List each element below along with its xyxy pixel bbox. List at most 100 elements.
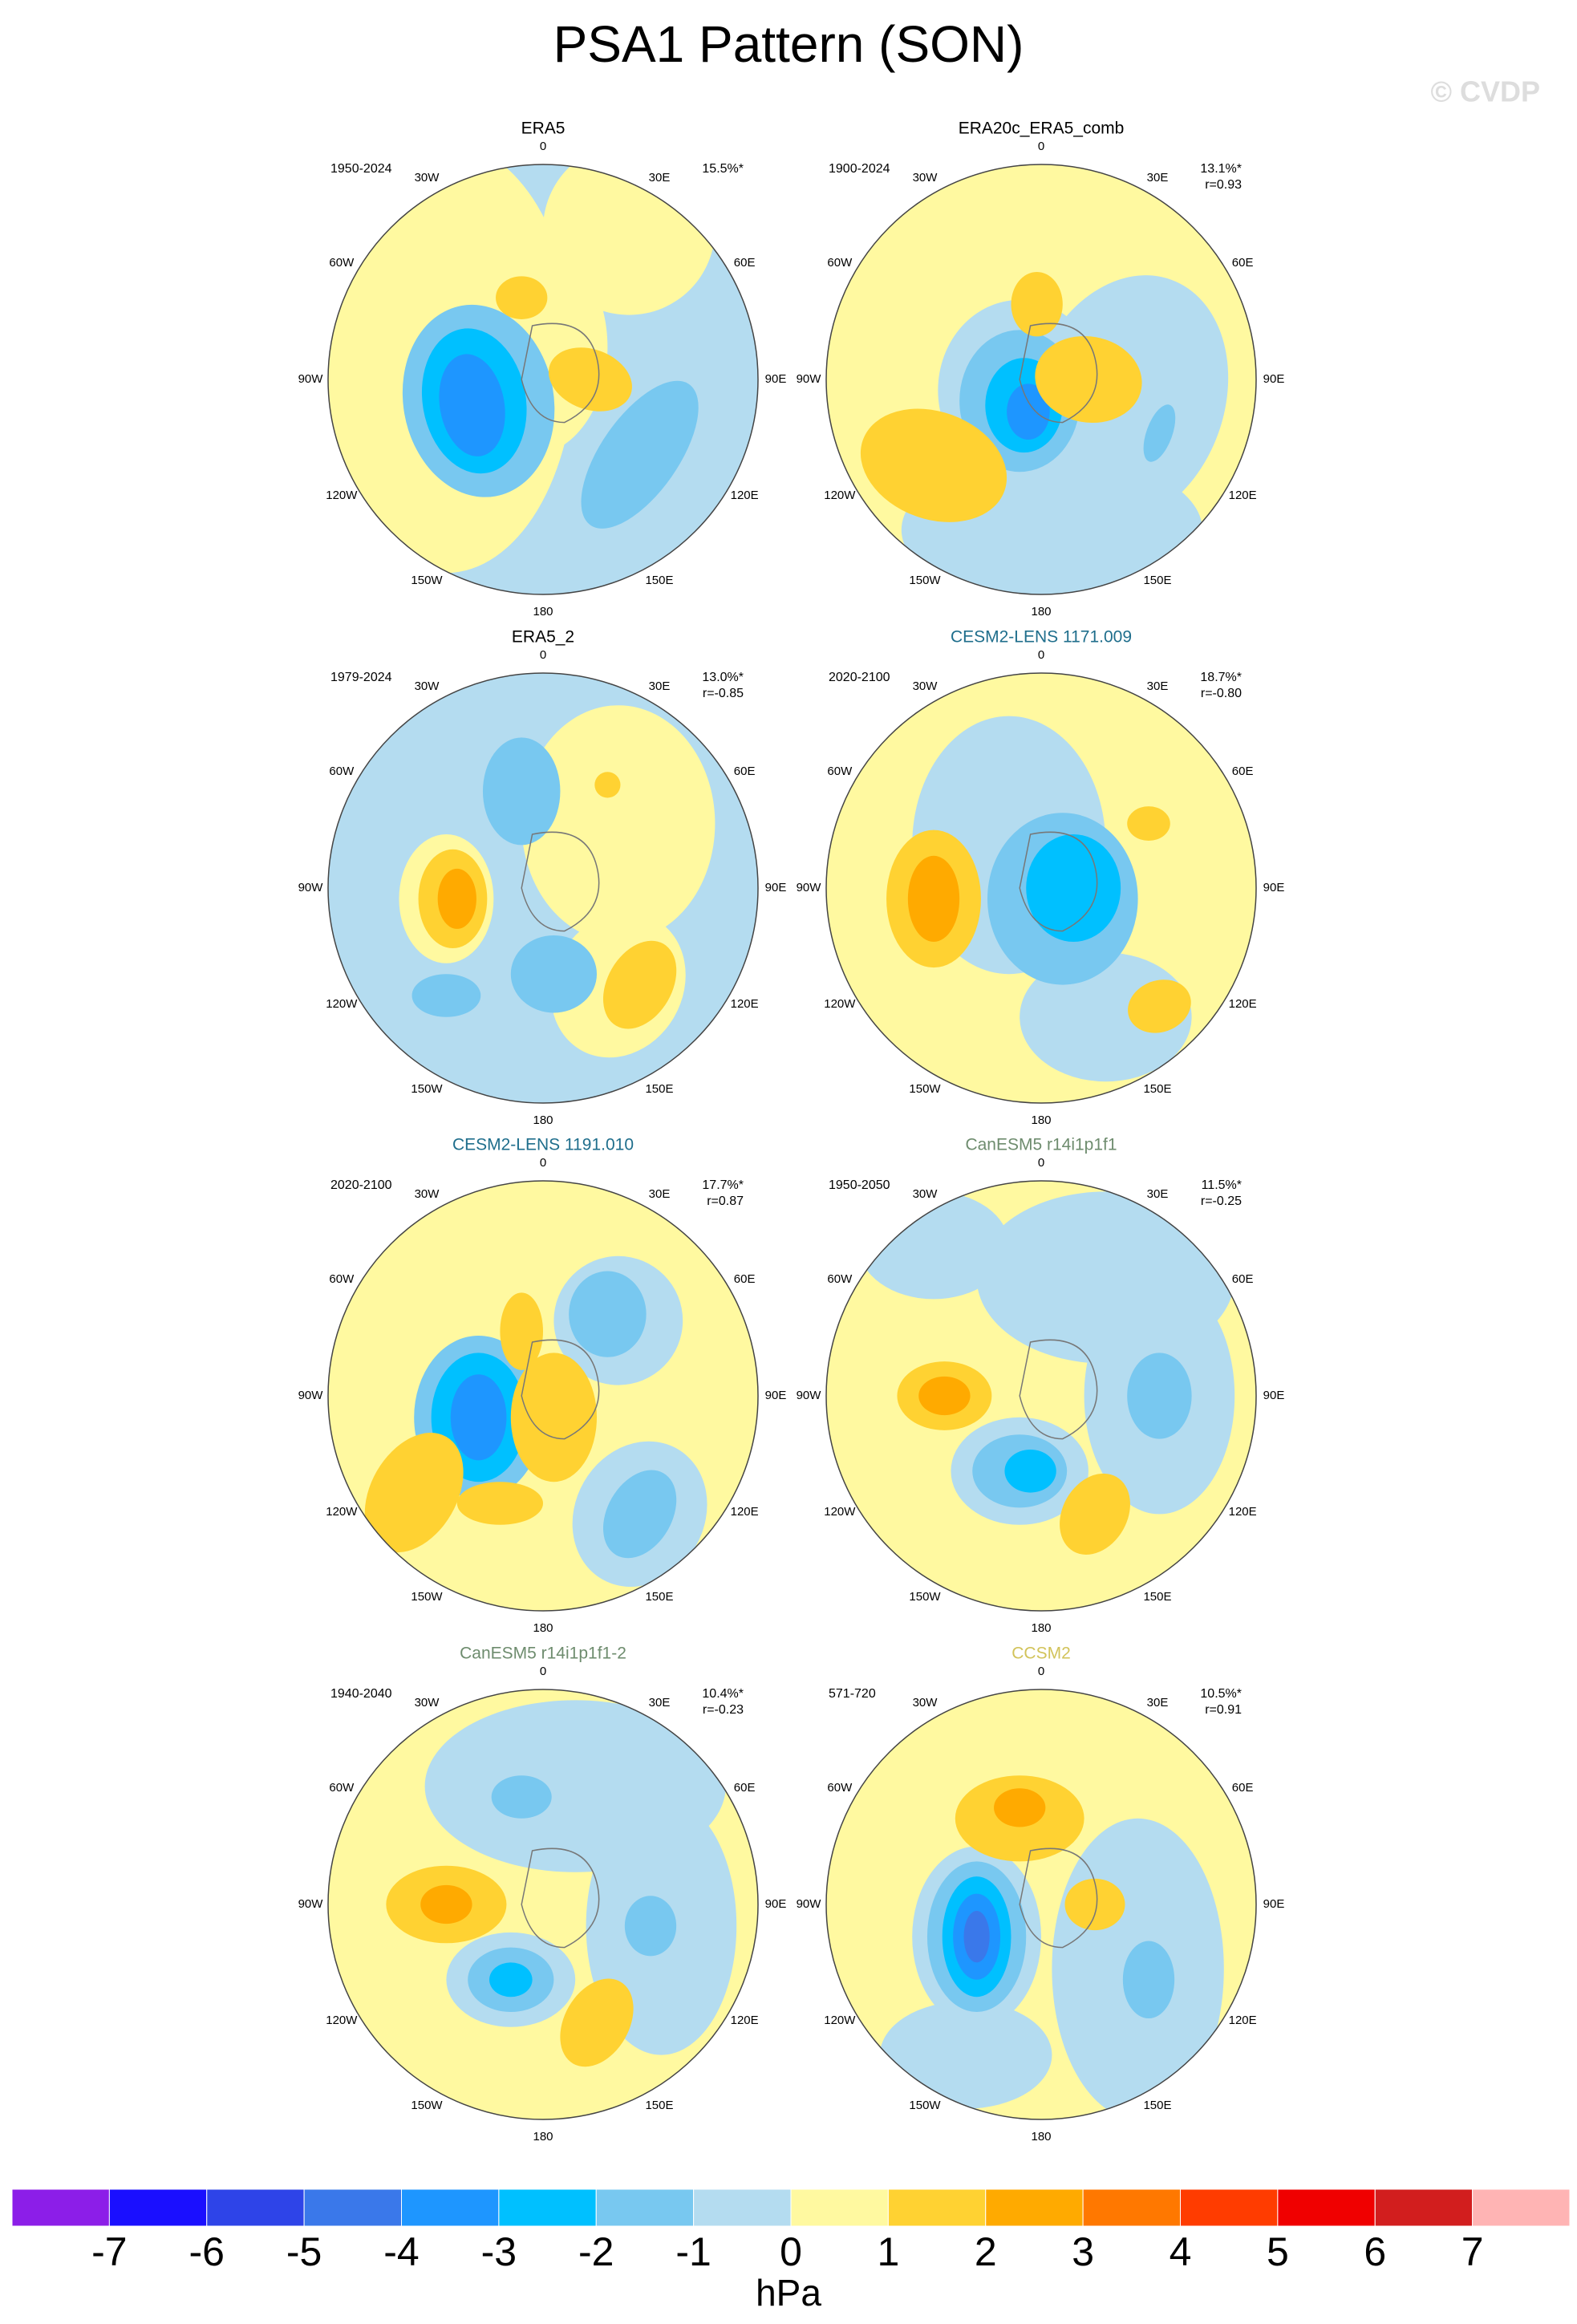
map-panel: CESM2-LENS 1191.010 2020-2100 17.7%* r=0.87… — [298, 1136, 787, 1635]
anomaly-contour — [1007, 383, 1050, 440]
longitude-label: 30W — [415, 679, 440, 693]
anomaly-contour — [411, 974, 481, 1017]
colorbar-tick-label: 4 — [1170, 2229, 1192, 2274]
colorbar-tick-label: 6 — [1364, 2229, 1386, 2274]
anomaly-contour — [1026, 834, 1121, 942]
period: 1900-2024 — [829, 162, 890, 176]
anomaly-contour — [496, 276, 548, 319]
colorbar-box — [1277, 2188, 1376, 2227]
map-border — [327, 1689, 759, 2120]
figure-title: PSA1 Pattern (SON) — [553, 15, 1024, 73]
colorbar-box — [887, 2188, 987, 2227]
colorbar-tick-label: 7 — [1461, 2229, 1484, 2274]
anomaly-contour — [858, 1191, 1009, 1300]
colorbar-box — [1082, 2188, 1181, 2227]
coastline — [1019, 1847, 1098, 1949]
longitude-label: 0 — [1038, 648, 1044, 662]
longitude-label: 120W — [326, 2014, 358, 2027]
anomaly-contour — [489, 1962, 533, 1998]
longitude-label: 60E — [734, 256, 756, 270]
anomaly-contour — [624, 1896, 677, 1957]
anomaly-contour — [1004, 1450, 1056, 1493]
longitude-label: 150W — [411, 1590, 443, 1604]
longitude-label: 0 — [1038, 1156, 1044, 1170]
colorbar-box — [985, 2188, 1084, 2227]
variance: 15.5%* — [702, 162, 744, 176]
longitude-label: 60E — [1232, 1272, 1254, 1286]
anomaly-contour — [907, 855, 960, 942]
longitude-label: 150E — [1143, 1082, 1171, 1096]
longitude-label: 120E — [731, 489, 759, 502]
anomaly-contour — [1122, 1941, 1175, 2019]
colorbar-box — [108, 2188, 208, 2227]
colorbar-tick-label: -7 — [91, 2229, 127, 2274]
field — [826, 1181, 1256, 1611]
longitude-label: 0 — [1038, 140, 1044, 153]
map-panel: ERA5 1950-2024 15.5%* 0 30E 60E 90E 120E 150E 180… — [298, 120, 787, 619]
longitude-label: 150E — [1143, 574, 1171, 587]
map-border — [825, 672, 1257, 1104]
anomaly-contour — [918, 1376, 971, 1416]
longitude-label: 90E — [765, 1389, 787, 1402]
longitude-label: 180 — [1031, 1621, 1051, 1635]
longitude-label: 30E — [649, 171, 671, 185]
colorbar-tick-label: -5 — [286, 2229, 322, 2274]
longitude-label: 0 — [540, 1665, 546, 1678]
longitude-label: 60E — [1232, 1781, 1254, 1795]
longitude-label: 120W — [326, 489, 358, 502]
longitude-label: 90W — [797, 1897, 822, 1911]
period: 1940-2040 — [330, 1687, 392, 1701]
colorbar-box — [206, 2188, 305, 2227]
anomaly-contour — [548, 347, 632, 412]
anomaly-contour — [510, 1353, 598, 1482]
longitude-label: 180 — [533, 605, 553, 619]
coastline — [1019, 1339, 1098, 1440]
anomaly-contour — [1127, 1353, 1192, 1439]
longitude-label: 120W — [824, 489, 856, 502]
longitude-label: 60W — [827, 1781, 853, 1795]
longitude-label: 30W — [415, 171, 440, 185]
longitude-label: 150W — [909, 574, 941, 587]
colorbar-box — [595, 2188, 695, 2227]
longitude-label: 0 — [1038, 1665, 1044, 1678]
watermark: © CVDP — [1430, 75, 1540, 108]
correlation: r=-0.23 — [703, 1703, 744, 1717]
longitude-label: 60E — [734, 765, 756, 778]
map-panel: ERA5_2 1979-2024 13.0%* r=-0.85 0 30E 60E 90E 12… — [298, 628, 787, 1127]
map-panel: CESM2-LENS 1171.009 2020-2100 18.7%* r=-0.8… — [797, 628, 1285, 1127]
anomaly-contour — [994, 1788, 1046, 1827]
anomaly-contour — [602, 940, 677, 1029]
variance: 13.1%* — [1200, 162, 1242, 176]
variance: 18.7%* — [1200, 671, 1242, 684]
colorbar-tick-label: -1 — [675, 2229, 711, 2274]
longitude-label: 120E — [1229, 489, 1257, 502]
anomaly-contour — [491, 1775, 552, 1819]
colorbar-tick-label: -6 — [189, 2229, 225, 2274]
anomaly-contour — [420, 1884, 472, 1924]
longitude-label: 150W — [909, 2099, 941, 2112]
anomaly-contour — [569, 1271, 647, 1357]
period: 2020-2100 — [829, 671, 890, 684]
longitude-label: 180 — [1031, 2130, 1051, 2144]
field — [328, 1689, 758, 2119]
coastline — [521, 831, 600, 932]
panel-title: CESM2-LENS 1171.009 — [951, 628, 1132, 647]
longitude-label: 60W — [329, 1781, 355, 1795]
correlation: r=-0.25 — [1201, 1194, 1242, 1208]
period: 571-720 — [829, 1687, 876, 1701]
longitude-label: 30W — [913, 171, 938, 185]
field — [826, 1689, 1256, 2119]
longitude-label: 120W — [326, 1505, 358, 1519]
map-panel: CCSM2 571-720 10.5%* r=0.91 0 30E 60E 90E 120E 15… — [797, 1645, 1285, 2144]
longitude-label: 120E — [731, 997, 759, 1011]
longitude-label: 120E — [1229, 2014, 1257, 2027]
field — [328, 164, 758, 594]
correlation: r=0.93 — [1205, 178, 1242, 192]
period: 2020-2100 — [330, 1178, 392, 1192]
longitude-label: 30W — [913, 1187, 938, 1201]
map-border — [327, 1180, 759, 1612]
longitude-label: 30E — [649, 1187, 671, 1201]
map-panel: CanESM5 r14i1p1f1-2 1940-2040 10.4%* r=-0.2… — [298, 1645, 787, 2144]
anomaly-contour — [560, 1978, 634, 2067]
colorbar-box — [498, 2188, 597, 2227]
